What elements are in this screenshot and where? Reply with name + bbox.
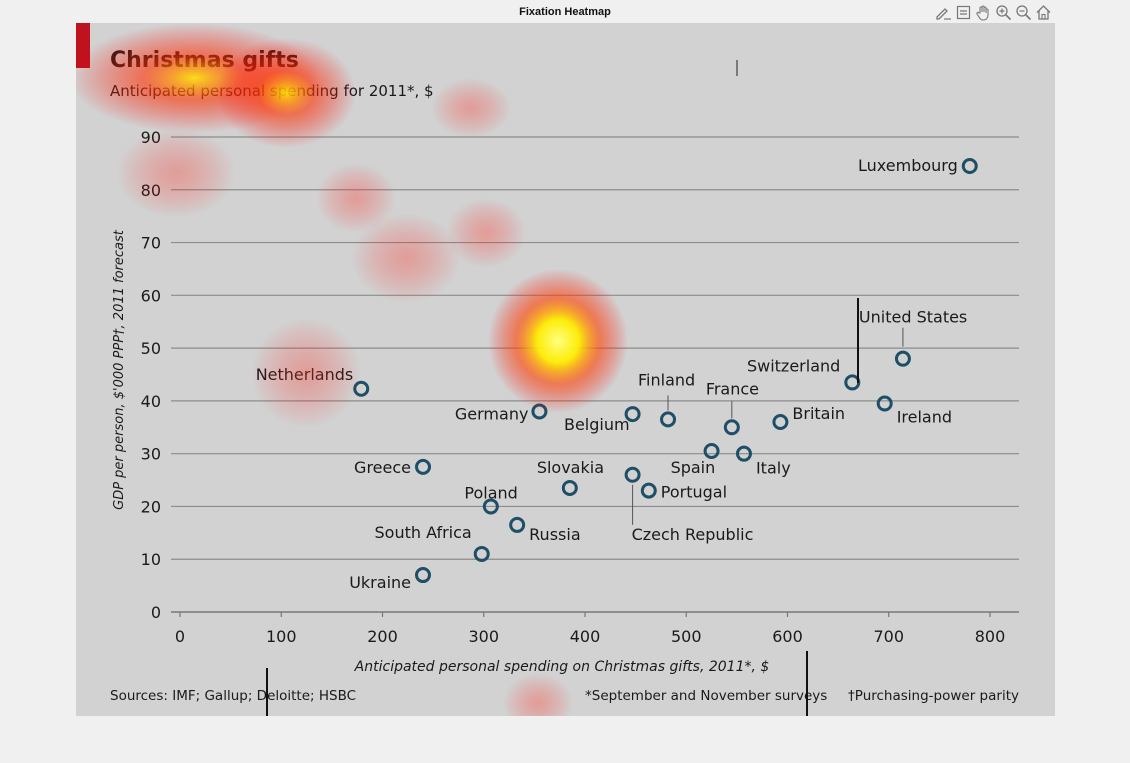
zoom-in-icon — [996, 4, 1012, 20]
home-icon — [1036, 4, 1051, 20]
point-label: Greece — [354, 458, 411, 477]
point-label: Finland — [638, 370, 695, 389]
edit-icon — [936, 7, 951, 20]
data-point — [482, 498, 499, 515]
y-tick-label: 10 — [141, 550, 161, 569]
x-tick-label: 300 — [468, 627, 499, 646]
x-tick-label: 800 — [975, 627, 1006, 646]
figure-toolbar — [934, 2, 1053, 22]
point-label: Britain — [792, 404, 845, 423]
sources-note: Sources: IMF; Gallup; Deloitte; HSBC — [110, 688, 356, 704]
point-label: Spain — [671, 458, 716, 477]
zoom-out-button[interactable] — [1014, 2, 1033, 22]
point-labels: Luxembourg United States Switzerland Irelan… — [256, 156, 968, 592]
x-tick-label: 500 — [671, 627, 702, 646]
data-point — [876, 395, 893, 412]
point-label: Czech Republic — [632, 525, 754, 544]
y-axis-label: GDP per person, $'000 PPP†, 2011 forecas… — [112, 229, 127, 510]
point-label: Russia — [529, 525, 580, 544]
point-label: France — [706, 379, 759, 398]
footnote-ppp: †Purchasing-power parity — [848, 688, 1019, 704]
point-label: Netherlands — [256, 365, 354, 384]
data-point — [624, 466, 641, 483]
y-tick-label: 30 — [141, 445, 161, 464]
y-tick-label: 20 — [141, 497, 161, 516]
data-point — [660, 411, 677, 428]
data-cursor-icon — [956, 5, 971, 19]
accent-bar — [76, 23, 90, 68]
point-label: Slovakia — [537, 458, 604, 477]
data-point — [640, 482, 657, 499]
point-label: South Africa — [375, 523, 472, 542]
edit-button[interactable] — [934, 2, 953, 22]
data-point — [844, 374, 861, 391]
data-point — [353, 380, 370, 397]
footnote-surveys: *September and November surveys — [585, 688, 827, 704]
y-tick-label: 70 — [141, 234, 161, 253]
home-button[interactable] — [1034, 2, 1053, 22]
data-cursor-button[interactable] — [954, 2, 973, 22]
data-point — [772, 414, 789, 430]
y-tick-label: 40 — [141, 392, 161, 411]
y-tick-label: 50 — [141, 339, 161, 358]
zoom-out-icon — [1016, 4, 1032, 20]
leader-lines — [632, 327, 904, 525]
x-tick-label: 0 — [175, 627, 185, 646]
x-tick-labels: 0 100 200 300 400 500 600 700 800 — [175, 627, 1005, 646]
pan-button[interactable] — [974, 2, 993, 22]
data-point — [415, 458, 431, 475]
data-point — [735, 445, 752, 462]
chart-subtitle: Anticipated personal spending for 2011*,… — [110, 82, 434, 100]
x-tick-label: 600 — [772, 627, 803, 646]
x-tick-label: 100 — [266, 627, 297, 646]
point-label: Ukraine — [349, 573, 411, 592]
data-point — [723, 419, 740, 436]
zoom-in-button[interactable] — [994, 2, 1013, 22]
point-label: Belgium — [564, 415, 630, 434]
y-tick-label: 60 — [141, 286, 161, 305]
chart-title: Christmas gifts — [110, 48, 299, 73]
figure-canvas[interactable]: Christmas gifts Anticipated personal spe… — [76, 23, 1055, 716]
x-tick-label: 200 — [367, 627, 398, 646]
scatter-chart: Christmas gifts Anticipated personal spe… — [76, 23, 1019, 704]
point-label: Germany — [455, 404, 529, 423]
point-label: Italy — [756, 459, 791, 478]
point-label: United States — [859, 308, 967, 327]
data-point — [531, 403, 548, 420]
data-point — [561, 479, 578, 496]
point-label: Portugal — [661, 483, 727, 502]
y-tick-label: 80 — [141, 181, 161, 200]
point-label: Switzerland — [747, 356, 840, 375]
data-point — [624, 406, 641, 423]
point-label: Poland — [464, 483, 517, 502]
data-point — [415, 567, 431, 584]
pan-hand-icon — [976, 4, 989, 21]
x-tick-label: 700 — [873, 627, 904, 646]
x-tick-label: 400 — [570, 627, 601, 646]
window-title: Fixation Heatmap — [519, 6, 611, 18]
data-point — [473, 545, 490, 562]
data-point — [509, 516, 526, 533]
data-point — [961, 158, 978, 175]
point-label: Ireland — [897, 408, 952, 427]
x-axis-label: Anticipated personal spending on Christm… — [354, 659, 770, 675]
point-label: Luxembourg — [858, 156, 958, 175]
data-point — [703, 443, 720, 460]
y-tick-labels: 0 10 20 30 40 50 60 70 80 90 — [141, 128, 161, 622]
data-point — [894, 350, 911, 367]
y-tick-label: 0 — [151, 603, 161, 622]
y-tick-label: 90 — [141, 128, 161, 147]
